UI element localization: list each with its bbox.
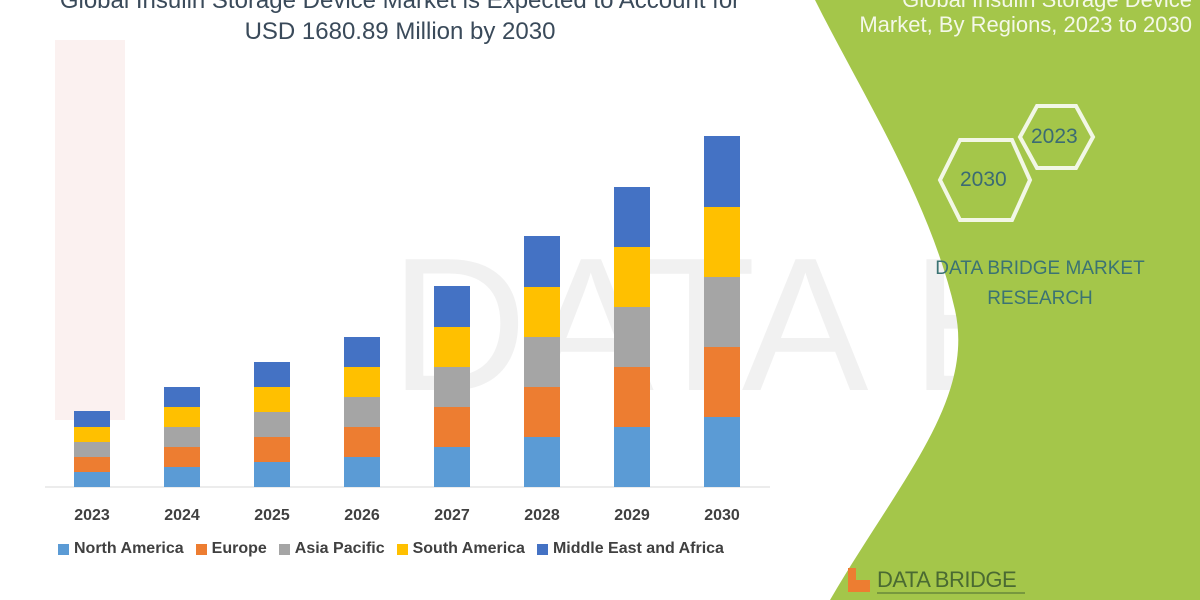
bars <box>74 136 740 487</box>
bar-segment-2029-north-america <box>614 427 650 487</box>
bar-segment-2024-south-america <box>164 407 200 427</box>
bar-segment-2025-south-america <box>254 387 290 412</box>
bar-segment-2023-middle-east-and-africa <box>74 411 110 427</box>
brand-line1: DATA BRIDGE MARKET <box>935 258 1145 279</box>
panel-title-line2: Market, By Regions, 2023 to 2030 <box>859 12 1192 37</box>
bar-segment-2027-asia-pacific <box>434 367 470 407</box>
bar-segment-2026-asia-pacific <box>344 397 380 427</box>
x-tick-2029: 2029 <box>614 507 650 524</box>
logo-text: DATA BRIDGE <box>877 567 1017 592</box>
bar-segment-2028-north-america <box>524 437 560 487</box>
bar-segment-2029-south-america <box>614 247 650 307</box>
legend-item: Asia Pacific <box>278 540 385 558</box>
panel-title-line1: Global Insulin Storage Device <box>792 0 1192 14</box>
bar-segment-2024-asia-pacific <box>164 427 200 447</box>
x-tick-2028: 2028 <box>524 507 560 524</box>
bar-segment-2030-south-america <box>704 207 740 277</box>
bar-segment-2023-north-america <box>74 472 110 487</box>
x-tick-2023: 2023 <box>74 507 110 524</box>
x-tick-2027: 2027 <box>434 507 470 524</box>
logo-icon <box>848 568 870 592</box>
hex-label-2023: 2023 <box>1031 125 1078 148</box>
legend-swatch <box>396 543 408 555</box>
bar-segment-2024-middle-east-and-africa <box>164 387 200 407</box>
bar-segment-2026-middle-east-and-africa <box>344 337 380 367</box>
bar-segment-2030-middle-east-and-africa <box>704 136 740 207</box>
bar-segment-2027-europe <box>434 407 470 447</box>
chart-title-line2: USD 1680.89 Million by 2030 <box>244 18 556 45</box>
brand-line2: RESEARCH <box>987 288 1093 309</box>
legend: North America Europe Asia Pacific South Ame… <box>58 540 724 558</box>
bar-segment-2025-north-america <box>254 462 290 487</box>
bar-segment-2029-middle-east-and-africa <box>614 187 650 247</box>
legend-swatch <box>536 543 548 555</box>
x-tick-2024: 2024 <box>164 507 200 524</box>
watermark <box>55 40 125 420</box>
legend-swatch <box>195 543 207 555</box>
bar-segment-2028-asia-pacific <box>524 337 560 387</box>
bar-segment-2029-asia-pacific <box>614 307 650 367</box>
legend-item: Middle East and Africa <box>536 540 724 558</box>
bar-segment-2028-europe <box>524 387 560 437</box>
legend-label: Asia Pacific <box>294 540 385 557</box>
legend-label: Europe <box>211 540 267 557</box>
brand-name: DATA BRIDGE MARKET RESEARCH <box>900 254 1180 314</box>
bar-segment-2025-middle-east-and-africa <box>254 362 290 387</box>
bar-segment-2024-europe <box>164 447 200 467</box>
bar-segment-2026-europe <box>344 427 380 457</box>
legend-item: North America <box>58 540 184 558</box>
bar-segment-2028-middle-east-and-africa <box>524 236 560 287</box>
hex-2023-icon <box>1017 104 1096 170</box>
bar-segment-2023-europe <box>74 457 110 472</box>
x-tick-2026: 2026 <box>344 507 380 524</box>
x-tick-labels: 2023 2024 2025 2026 2027 2028 2029 2030 <box>74 507 740 524</box>
bar-segment-2030-asia-pacific <box>704 277 740 347</box>
bar-segment-2030-north-america <box>704 417 740 487</box>
legend-item: Europe <box>195 540 267 558</box>
bar-segment-2027-middle-east-and-africa <box>434 286 470 327</box>
legend-label: North America <box>74 540 184 557</box>
bar-segment-2030-europe <box>704 347 740 417</box>
green-panel <box>815 0 1200 600</box>
legend-item: South America <box>396 540 525 558</box>
bar-segment-2028-south-america <box>524 287 560 337</box>
hex-label-2030: 2030 <box>960 168 1007 191</box>
bar-segment-2029-europe <box>614 367 650 427</box>
chart-title-line1: Global Insulin Storage Device Market is … <box>59 0 741 14</box>
x-tick-2030: 2030 <box>704 507 740 524</box>
legend-swatch <box>278 543 290 555</box>
bar-segment-2027-south-america <box>434 327 470 367</box>
bar-segment-2025-asia-pacific <box>254 412 290 437</box>
legend-label: Middle East and Africa <box>552 540 724 557</box>
bar-segment-2024-north-america <box>164 467 200 487</box>
x-tick-2025: 2025 <box>254 507 290 524</box>
hexagons <box>937 104 1096 222</box>
bar-segment-2025-europe <box>254 437 290 462</box>
bar-segment-2026-north-america <box>344 457 380 487</box>
bar-segment-2023-asia-pacific <box>74 442 110 457</box>
hex-2030-icon <box>937 138 1033 222</box>
bar-segment-2026-south-america <box>344 367 380 397</box>
legend-swatch <box>58 543 69 555</box>
bar-segment-2027-north-america <box>434 447 470 487</box>
bar-segment-2023-south-america <box>74 427 110 442</box>
legend-label: South America <box>412 540 525 557</box>
